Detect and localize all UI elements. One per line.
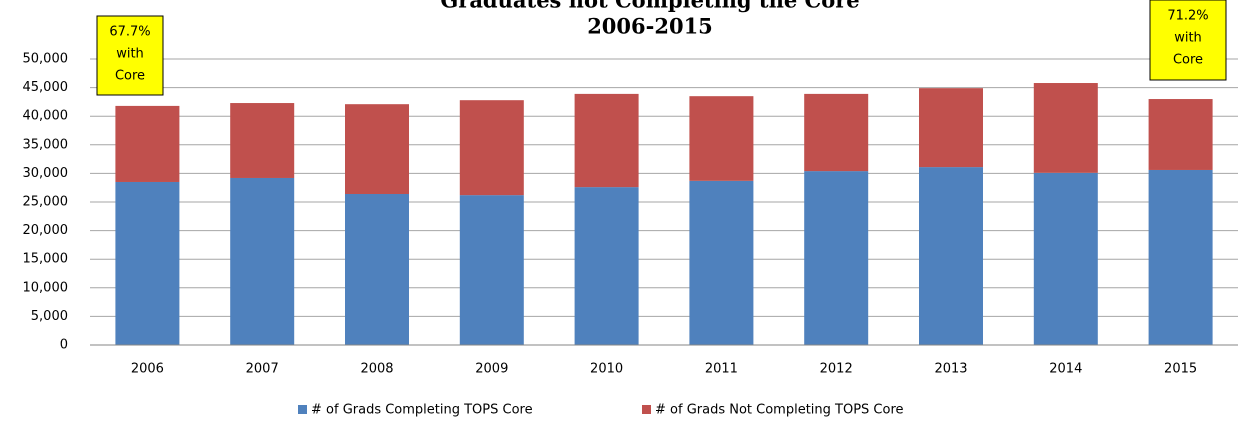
annotation-text: Core bbox=[115, 69, 145, 84]
x-tick-label: 2009 bbox=[475, 362, 508, 377]
x-tick-label: 2013 bbox=[934, 362, 967, 377]
y-tick-label: 45,000 bbox=[23, 80, 69, 95]
bar-segment bbox=[804, 171, 869, 345]
x-tick-label: 2010 bbox=[590, 362, 623, 377]
x-tick-label: 2012 bbox=[820, 362, 853, 377]
legend-swatch bbox=[642, 405, 651, 414]
annotation-text: with bbox=[116, 47, 144, 62]
bar-segment bbox=[574, 187, 639, 345]
x-tick-label: 2014 bbox=[1049, 362, 1082, 377]
y-tick-label: 5,000 bbox=[31, 309, 68, 324]
x-tick-label: 2011 bbox=[705, 362, 738, 377]
y-tick-label: 10,000 bbox=[23, 280, 69, 295]
y-tick-label: 25,000 bbox=[23, 195, 69, 210]
bar-segment bbox=[345, 193, 409, 345]
bar-segment bbox=[1033, 83, 1098, 173]
y-tick-label: 20,000 bbox=[23, 223, 69, 238]
annotation-text: with bbox=[1174, 31, 1202, 46]
legend-label: # of Grads Completing TOPS Core bbox=[311, 403, 533, 418]
annotation-text: 67.7% bbox=[109, 25, 150, 40]
y-tick-label: 0 bbox=[60, 338, 68, 353]
bar-segment bbox=[230, 177, 295, 345]
x-tick-label: 2007 bbox=[246, 362, 279, 377]
bar-segment bbox=[804, 93, 869, 172]
chart-title: Graduates not Completing the Core bbox=[440, 0, 859, 13]
bar-segment bbox=[115, 105, 180, 182]
y-tick-label: 40,000 bbox=[23, 109, 69, 124]
y-tick-label: 50,000 bbox=[23, 52, 69, 67]
bar-segment bbox=[115, 181, 180, 345]
bar-segment bbox=[1033, 172, 1098, 345]
bar-segment bbox=[1148, 99, 1213, 170]
annotation-text: Core bbox=[1173, 53, 1203, 68]
bar-segment bbox=[1148, 169, 1213, 345]
y-tick-label: 30,000 bbox=[23, 166, 69, 181]
bar-segment bbox=[689, 96, 754, 181]
legend-label: # of Grads Not Completing TOPS Core bbox=[655, 403, 904, 418]
annotation-box bbox=[1149, 0, 1227, 81]
bar-segment bbox=[459, 100, 524, 196]
x-tick-label: 2006 bbox=[131, 362, 164, 377]
annotation-box bbox=[96, 15, 164, 96]
y-tick-label: 15,000 bbox=[23, 252, 69, 267]
annotation-text: 71.2% bbox=[1167, 9, 1208, 24]
bar-segment bbox=[919, 88, 983, 168]
bar-segment bbox=[574, 93, 639, 188]
chart-subtitle: 2006-2015 bbox=[587, 14, 713, 39]
legend-swatch bbox=[298, 405, 307, 414]
x-tick-label: 2008 bbox=[360, 362, 393, 377]
bar-segment bbox=[689, 180, 754, 345]
x-tick-label: 2015 bbox=[1164, 362, 1197, 377]
bar-segment bbox=[230, 103, 295, 178]
bar-segment bbox=[345, 104, 409, 194]
y-tick-label: 35,000 bbox=[23, 137, 69, 152]
bar-segment bbox=[459, 195, 524, 345]
bar-segment bbox=[919, 167, 983, 345]
